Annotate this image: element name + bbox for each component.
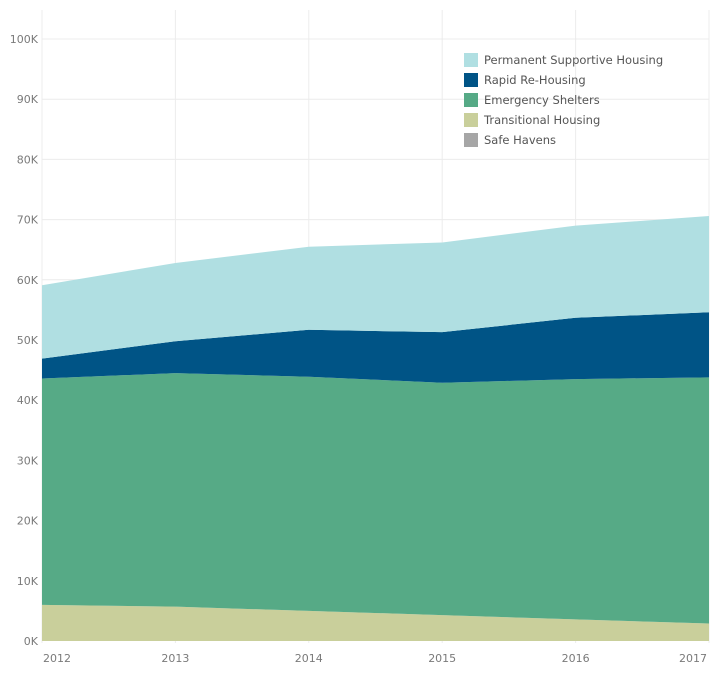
y-tick-label: 80K [17,153,39,166]
x-axis-ticks: 2012 2013 2014 2015 2016 2017 [43,652,707,665]
legend-label-permanent-supportive-housing: Permanent Supportive Housing [484,53,663,67]
y-tick-label: 70K [17,214,39,227]
legend-label-emergency-shelters: Emergency Shelters [484,93,600,107]
x-tick-label: 2012 [43,652,71,665]
legend-label-rapid-re-housing: Rapid Re-Housing [484,73,586,87]
x-tick-label: 2017 [679,652,707,665]
x-tick-label: 2016 [562,652,590,665]
y-tick-label: 40K [17,394,39,407]
x-tick-label: 2013 [161,652,189,665]
legend-swatch-safe-havens [464,133,478,147]
legend-label-safe-havens: Safe Havens [484,133,556,147]
y-axis-ticks: 0K 10K 20K 30K 40K 50K 60K 70K 80K 90K 100K [10,33,39,648]
legend-swatch-rapid-re-housing [464,73,478,87]
y-tick-label: 30K [17,454,39,467]
y-tick-label: 60K [17,274,39,287]
legend-swatch-transitional-housing [464,113,478,127]
y-tick-label: 100K [10,33,39,46]
y-tick-label: 10K [17,575,39,588]
legend-swatch-permanent-supportive-housing [464,53,478,67]
area-emergency-shelters [42,373,709,624]
area-transitional-housing [42,604,709,641]
x-tick-label: 2014 [295,652,323,665]
legend-swatch-emergency-shelters [464,93,478,107]
series-areas [42,215,709,641]
x-tick-label: 2015 [428,652,456,665]
legend-label-transitional-housing: Transitional Housing [483,113,600,127]
y-tick-label: 90K [17,93,39,106]
area-rapid-re-housing [42,312,709,383]
y-tick-label: 50K [17,334,39,347]
legend: Permanent Supportive Housing Rapid Re-Hou… [464,53,663,147]
area-permanent-supportive-housing [42,215,709,359]
y-tick-label: 0K [24,635,39,648]
y-tick-label: 20K [17,515,39,528]
